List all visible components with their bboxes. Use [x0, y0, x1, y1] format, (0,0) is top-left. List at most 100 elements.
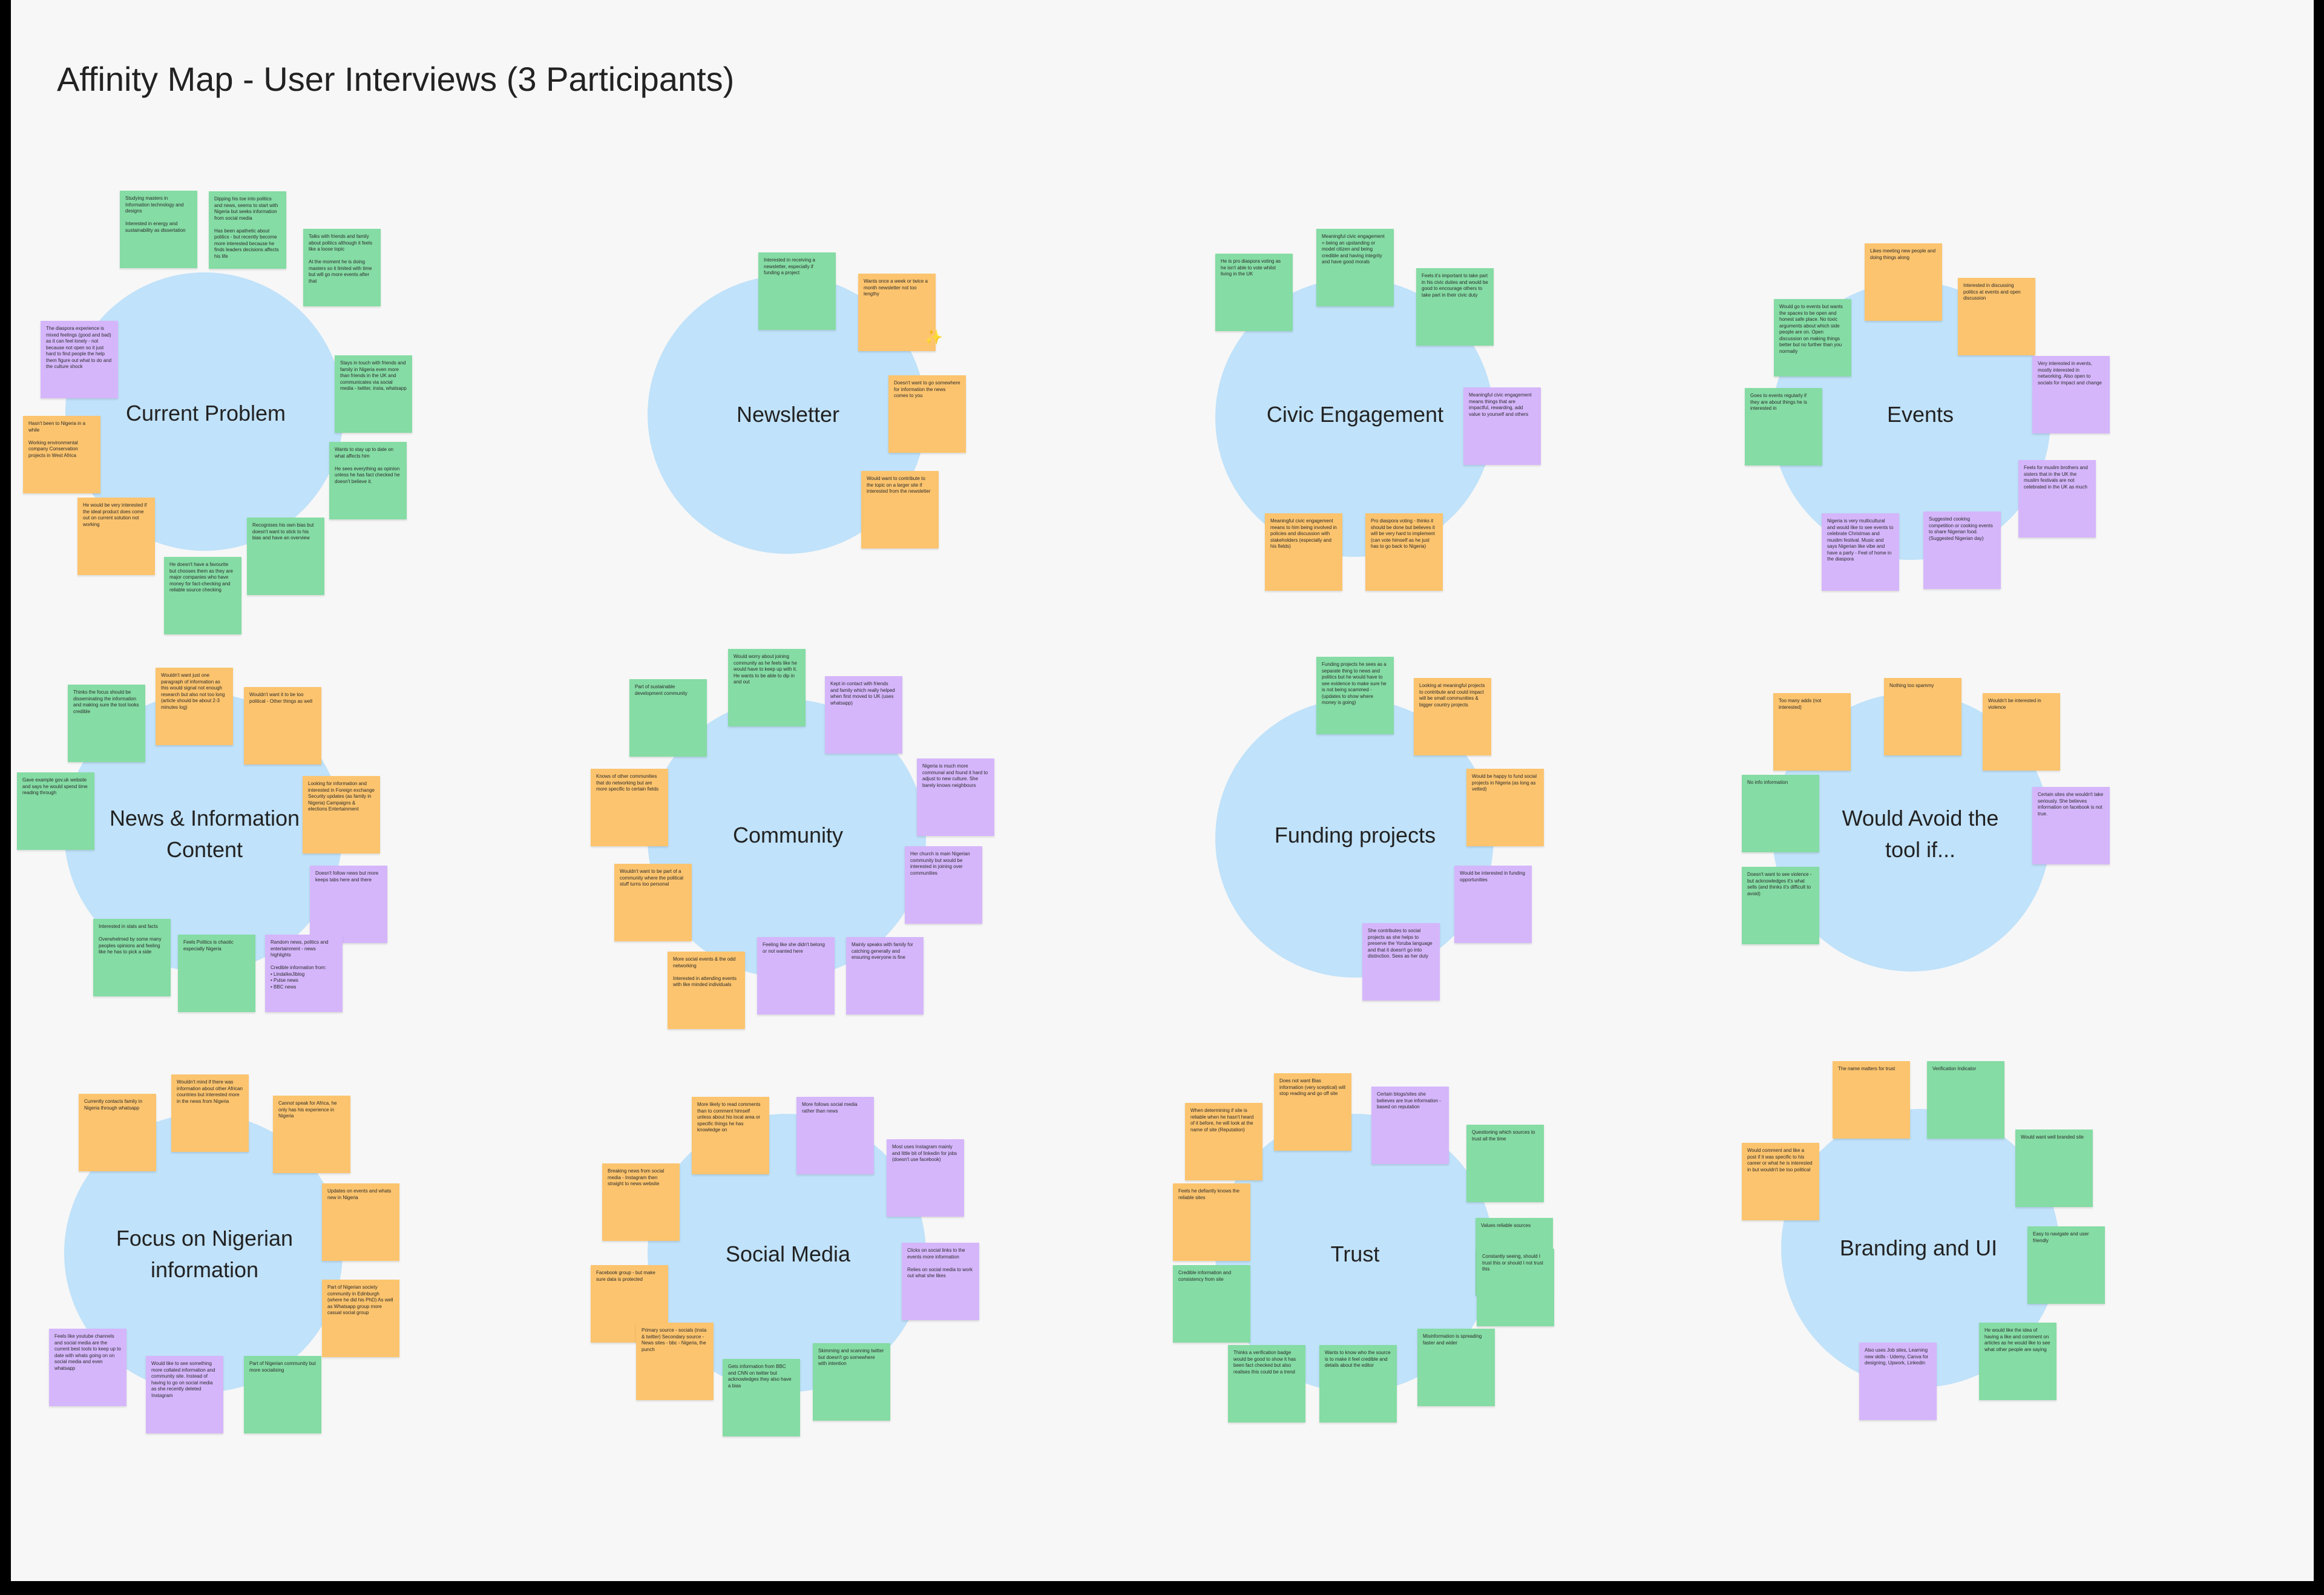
sticky-note-newsletter[interactable]: Interested in receiving a newsletter, es… [758, 252, 836, 330]
sticky-note-community[interactable]: Feeling like she didn't belong or not wa… [757, 937, 835, 1015]
sticky-note-current-problem[interactable]: The diaspora experience is mixed feeling… [41, 321, 118, 398]
sticky-note-funding-projects[interactable]: Looking at meaningful projects to contri… [1414, 678, 1491, 755]
sticky-note-community[interactable]: Her church is main Nigerian community bu… [905, 846, 982, 924]
sticky-note-civic-engagement[interactable]: Meaningful civic engagement means to him… [1265, 513, 1342, 591]
sticky-note-current-problem[interactable]: He doesn't have a favourite but chooses … [164, 557, 241, 634]
sticky-note-branding-ui[interactable]: He would like the idea of having a like … [1979, 1323, 2056, 1400]
sticky-note-events[interactable]: Very interested in events, mostly intere… [2032, 356, 2110, 433]
sticky-note-current-problem[interactable]: Dipping his toe into politics and news, … [209, 191, 286, 269]
page-title: Affinity Map - User Interviews (3 Partic… [57, 60, 735, 98]
sticky-note-civic-engagement[interactable]: Meaningful civic engagement = being an u… [1316, 229, 1394, 306]
cluster-label-social-media: Social Media [725, 1241, 851, 1266]
sticky-note-focus-nigerian[interactable]: Feels like youtube channels and social m… [49, 1329, 126, 1406]
sticky-note-events[interactable]: Goes to events regularly if they are abo… [1745, 388, 1822, 465]
sticky-note-community[interactable]: Knows of other communities that do netwo… [591, 769, 668, 846]
sticky-note-trust[interactable]: Thinks a verification badge would be goo… [1228, 1345, 1305, 1422]
sticky-note-branding-ui[interactable]: Would want well branded site [2015, 1130, 2093, 1207]
sticky-note-trust[interactable]: When determining if site is reliable whe… [1185, 1103, 1262, 1180]
sticky-note-focus-nigerian[interactable]: Currently contacts family in Nigeria thr… [79, 1094, 156, 1171]
sticky-note-focus-nigerian[interactable]: Part of Nigerian society community in Ed… [322, 1280, 399, 1357]
cluster-label-news-information: News & Information Content [109, 805, 300, 862]
sticky-note-community[interactable]: Wouldn't want to be part of a community … [614, 864, 692, 941]
sticky-note-current-problem[interactable]: Wants to stay up to date on what affects… [329, 442, 407, 519]
sticky-note-focus-nigerian[interactable]: Updates on events and whats new in Niger… [322, 1183, 399, 1261]
sticky-note-social-media[interactable]: Skimming and scanning twitter but doesn'… [813, 1343, 890, 1421]
sparkle-icon: ✨ [925, 329, 943, 346]
sticky-note-branding-ui[interactable]: The name matters for trust [1833, 1061, 1910, 1139]
sticky-note-branding-ui[interactable]: Verification Indicator [1927, 1061, 2004, 1139]
affinity-map-canvas: Affinity Map - User Interviews (3 Partic… [11, 0, 2314, 1581]
sticky-note-funding-projects[interactable]: Funding projects he sees as a separate t… [1316, 657, 1394, 734]
sticky-note-social-media[interactable]: More follows social media rather than ne… [796, 1097, 874, 1174]
sticky-note-community[interactable]: Mainly speaks with family for catching g… [846, 937, 924, 1015]
sticky-note-newsletter[interactable]: Wants once a week or twice a month newsl… [858, 274, 936, 351]
sticky-note-community[interactable]: Would worry about joining community as h… [728, 649, 806, 726]
sticky-note-news-information[interactable]: Random news, politics and entertainment … [265, 935, 343, 1012]
sticky-note-social-media[interactable]: Breaking news from social media - Instag… [602, 1163, 680, 1241]
sticky-note-newsletter[interactable]: Doesn't want to go somewhere for informa… [888, 375, 966, 453]
sticky-note-focus-nigerian[interactable]: Cannot speak for Africa, he only has his… [273, 1096, 350, 1173]
sticky-note-current-problem[interactable]: Stays in touch with friends and family i… [335, 355, 412, 433]
sticky-note-trust[interactable]: Wants to know who the source is to make … [1319, 1345, 1397, 1422]
sticky-note-focus-nigerian[interactable]: Would like to see something more collate… [146, 1356, 223, 1433]
sticky-note-trust[interactable]: Feels he defiantly knows the reliable si… [1173, 1183, 1250, 1261]
sticky-note-funding-projects[interactable]: Would be interested in funding opportuni… [1454, 866, 1532, 943]
sticky-note-would-avoid[interactable]: Doesn't want to see violence - but ackno… [1742, 867, 1819, 944]
sticky-note-social-media[interactable]: Clicks on social links to the events mor… [902, 1243, 979, 1320]
sticky-note-branding-ui[interactable]: Also uses Job sites, Learning new skills… [1859, 1343, 1937, 1420]
sticky-note-trust[interactable]: Certain blogs/sites she believes are tru… [1371, 1087, 1449, 1164]
sticky-note-social-media[interactable]: More likely to read comments than to com… [692, 1097, 769, 1174]
sticky-note-would-avoid[interactable]: Wouldn't be interested in violence [1983, 693, 2060, 771]
sticky-note-community[interactable]: More social events & the odd networking … [668, 952, 745, 1029]
sticky-note-branding-ui[interactable]: Would comment and like a post if it was … [1742, 1143, 1819, 1220]
sticky-note-news-information[interactable]: Thinks the focus should be disseminating… [68, 685, 145, 762]
sticky-note-focus-nigerian[interactable]: Part of Nigerian community but more soci… [244, 1356, 321, 1433]
sticky-note-trust[interactable]: Does not want Bias information (very sce… [1274, 1073, 1351, 1151]
sticky-note-would-avoid[interactable]: Certain sites she wouldn't take seriousl… [2032, 787, 2110, 864]
sticky-note-events[interactable]: Interested in discussing politics at eve… [1958, 278, 2035, 355]
sticky-note-news-information[interactable]: Feels Politics is chaotic especially Nig… [178, 935, 255, 1012]
sticky-note-current-problem[interactable]: Talks with friends and family about poli… [303, 229, 381, 306]
sticky-note-current-problem[interactable]: Studying masters in Information technolo… [120, 191, 197, 268]
sticky-note-civic-engagement[interactable]: Pro diaspora voting - thinks it should b… [1365, 513, 1443, 591]
sticky-note-trust[interactable]: Credible information and consistency fro… [1173, 1265, 1250, 1343]
sticky-note-community[interactable]: Nigeria is much more communal and found … [917, 758, 994, 836]
cluster-label-civic-engagement: Civic Engagement [1266, 401, 1444, 427]
sticky-note-news-information[interactable]: Looking for information and interested i… [303, 776, 380, 853]
sticky-note-trust[interactable]: Constantly seeing, should I trust this o… [1477, 1249, 1554, 1326]
sticky-note-news-information[interactable]: Wouldn't want just one paragraph of info… [156, 668, 233, 745]
sticky-note-newsletter[interactable]: Would want to contribute to the topic on… [861, 471, 939, 548]
sticky-note-funding-projects[interactable]: Would be happy to fund social projects i… [1466, 769, 1544, 846]
sticky-note-civic-engagement[interactable]: He is pro diaspora voting as he isn't ab… [1215, 254, 1293, 331]
sticky-note-news-information[interactable]: Wouldn't want it to be too political - O… [244, 687, 321, 765]
sticky-note-would-avoid[interactable]: Nothing too spammy [1884, 678, 1961, 755]
sticky-note-trust[interactable]: Questioning which sources to trust all t… [1466, 1125, 1544, 1202]
sticky-note-events[interactable]: Nigeria is very multicultural and would … [1822, 513, 1899, 591]
sticky-note-current-problem[interactable]: Recognises his own bias but doesn't want… [247, 518, 324, 595]
sticky-note-current-problem[interactable]: Hasn't been to Nigeria in a while Workin… [23, 416, 100, 493]
sticky-note-community[interactable]: Part of sustainable development communit… [629, 679, 707, 757]
sticky-note-news-information[interactable]: Interested in stats and facts Overwhelme… [93, 919, 171, 996]
sticky-note-branding-ui[interactable]: Easy to navigate and user friendly [2027, 1226, 2105, 1304]
sticky-note-news-information[interactable]: Doesn't follow news but more keeps tabs … [310, 866, 387, 943]
cluster-label-trust: Trust [1330, 1241, 1380, 1266]
sticky-note-news-information[interactable]: Gave example gov.uk website and says he … [17, 772, 94, 850]
sticky-note-would-avoid[interactable]: No info information [1742, 775, 1819, 852]
sticky-note-social-media[interactable]: Primary source - socials (insta & twitte… [636, 1323, 714, 1400]
sticky-note-civic-engagement[interactable]: Meaningful civic engagement means things… [1463, 387, 1541, 465]
sticky-note-community[interactable]: Kept in contact with friends and family … [825, 676, 902, 754]
sticky-note-social-media[interactable]: Gets information from BBC and CNN on twi… [723, 1359, 800, 1436]
sticky-note-current-problem[interactable]: He would be very interested if the ideal… [77, 498, 155, 575]
cluster-label-focus-nigerian: Focus on Nigerian information [116, 1225, 294, 1282]
sticky-note-focus-nigerian[interactable]: Wouldn't mind if there was information a… [171, 1074, 249, 1152]
sticky-note-funding-projects[interactable]: She contributes to social projects as sh… [1362, 923, 1440, 1001]
sticky-note-social-media[interactable]: Most uses Instagram mainly and little bi… [887, 1139, 964, 1217]
sticky-note-civic-engagement[interactable]: Feels it's important to take part in his… [1416, 268, 1494, 346]
sticky-note-events[interactable]: Suggested cooking competition or cooking… [1923, 511, 2001, 589]
sticky-note-events[interactable]: Would go to events but wants the spaces … [1774, 299, 1851, 377]
cluster-label-community: Community [732, 822, 844, 847]
sticky-note-events[interactable]: Feels for muslim brothers and sisters th… [2018, 460, 2096, 538]
sticky-note-events[interactable]: Likes meeting new people and doing thing… [1865, 243, 1942, 321]
sticky-note-trust[interactable]: Misinformation is spreading faster and w… [1417, 1329, 1495, 1406]
sticky-note-would-avoid[interactable]: Too many adds (not interested) [1773, 693, 1851, 771]
